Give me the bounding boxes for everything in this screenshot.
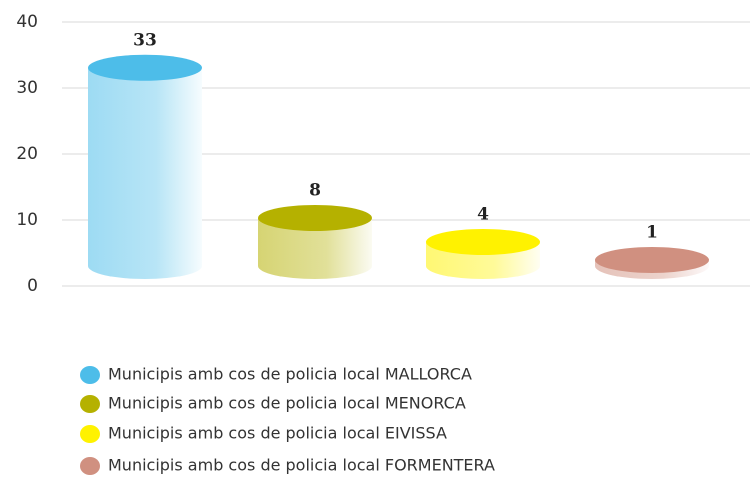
cylinder — [258, 204, 372, 279]
legend-label: Municipis amb cos de policia local EIVIS… — [108, 424, 447, 443]
cylinder-top — [88, 54, 202, 81]
cylinder-top — [258, 204, 372, 231]
cylinder-body — [88, 67, 202, 279]
y-tick-label: 30 — [16, 78, 38, 98]
y-tick-label: 40 — [16, 12, 38, 32]
y-tick-label: 10 — [16, 210, 38, 230]
value-label: 33 — [133, 30, 157, 50]
cylinder-top — [595, 246, 709, 273]
value-label: 1 — [646, 222, 658, 242]
y-tick-label: 0 — [27, 276, 38, 296]
cylinder — [595, 246, 709, 279]
cylinder — [88, 54, 202, 279]
legend-swatch — [80, 395, 100, 413]
value-label: 8 — [309, 180, 321, 200]
y-tick-label: 20 — [16, 144, 38, 164]
legend-label: Municipis amb cos de policia local MALLO… — [108, 365, 472, 384]
legend-label: Municipis amb cos de policia local FORME… — [108, 456, 495, 475]
legend-label: Municipis amb cos de policia local MENOR… — [108, 394, 466, 413]
value-label: 4 — [477, 204, 489, 224]
legend-swatch — [80, 425, 100, 443]
legend-swatch — [80, 366, 100, 384]
cylinder-top — [426, 228, 540, 255]
cylinder — [426, 228, 540, 279]
cylinder-body — [258, 217, 372, 279]
legend-swatch — [80, 457, 100, 475]
